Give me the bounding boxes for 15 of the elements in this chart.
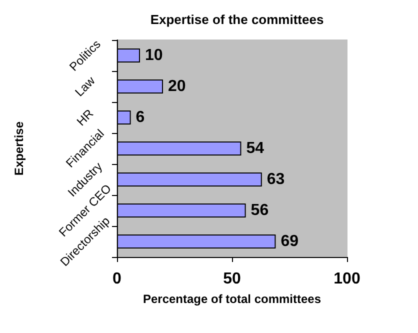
x-axis-title: Percentage of total committees <box>142 292 322 306</box>
data-label: 6 <box>136 109 145 126</box>
y-tick-label: Law <box>72 74 98 100</box>
y-tick-label: HR <box>74 106 96 129</box>
x-tick-label: 0 <box>112 270 122 288</box>
data-label: 56 <box>250 202 269 219</box>
data-label: 63 <box>266 171 285 188</box>
data-label: 69 <box>280 233 299 250</box>
data-label: 20 <box>168 78 186 95</box>
data-label: 10 <box>145 47 163 64</box>
data-label: 54 <box>246 140 264 157</box>
chart-title: Expertise of the committees <box>150 12 324 27</box>
x-tick-label: 100 <box>334 270 360 288</box>
y-axis-title: Expertise <box>12 121 26 176</box>
x-tick-label: 50 <box>223 270 241 288</box>
